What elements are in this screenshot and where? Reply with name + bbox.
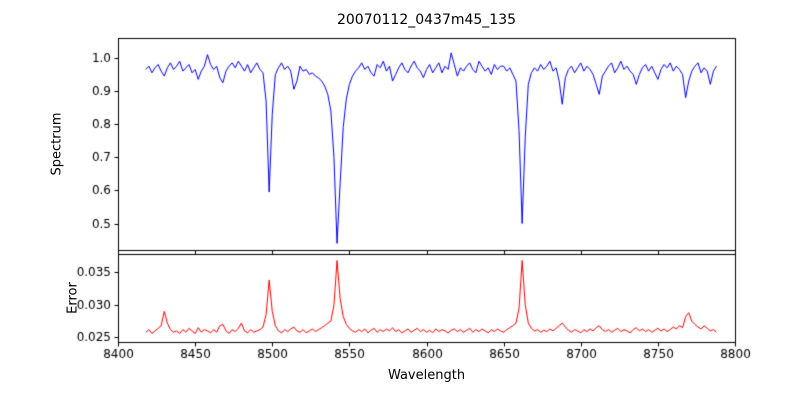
error-y-axis-label: Error: [65, 282, 81, 314]
x-axis-label: Wavelength: [387, 368, 466, 383]
spectrum-y-axis-label: Spectrum: [49, 112, 65, 176]
chart-title: 20070112_0437m45_135: [336, 12, 517, 28]
